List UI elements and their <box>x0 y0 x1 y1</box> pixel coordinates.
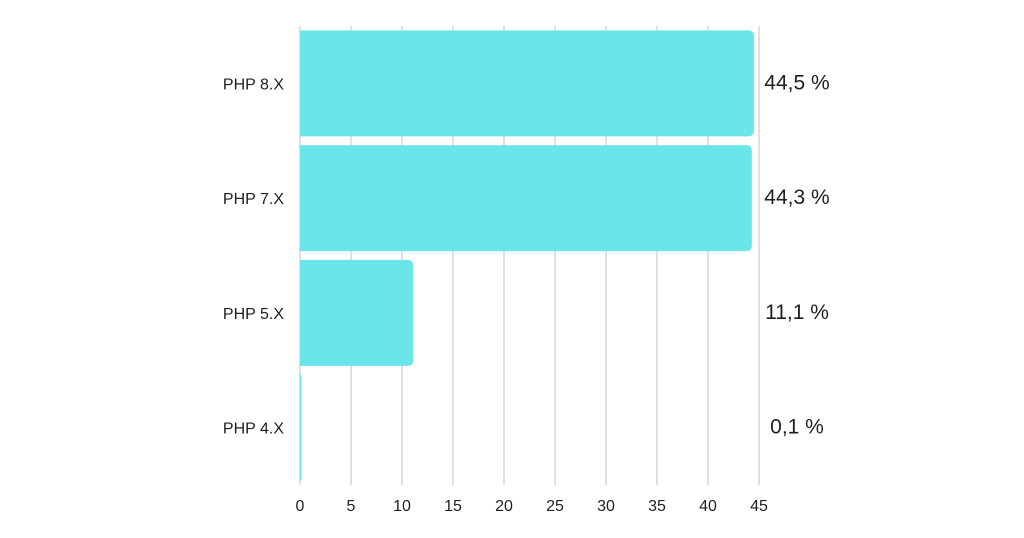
category-label-php-4-x: PHP 4.X <box>223 421 284 438</box>
x-tick-label-15: 15 <box>444 498 462 515</box>
category-labels: PHP 8.X PHP 7.X PHP 5.X PHP 4.X <box>223 76 284 437</box>
x-tick-label-25: 25 <box>546 498 564 515</box>
bar-php-7-x <box>300 145 752 252</box>
bar-php-4-x <box>300 374 302 481</box>
bar-php-5-x <box>300 259 414 366</box>
category-label-php-8-x: PHP 8.X <box>223 76 284 93</box>
value-labels: 44,5 % 44,3 % 11,1 % 0,1 % <box>764 71 829 438</box>
x-axis-tick-labels: 0 5 10 15 20 25 30 35 40 45 <box>296 498 768 515</box>
x-tick-label-5: 5 <box>347 498 356 515</box>
x-tick-label-35: 35 <box>648 498 666 515</box>
x-tick-label-30: 30 <box>597 498 615 515</box>
x-tick-label-45: 45 <box>750 498 768 515</box>
bars <box>300 30 754 481</box>
x-tick-label-10: 10 <box>393 498 411 515</box>
value-label-php-8-x: 44,5 % <box>764 71 829 94</box>
category-label-php-7-x: PHP 7.X <box>223 191 284 208</box>
value-label-php-7-x: 44,3 % <box>764 186 829 209</box>
x-tick-label-40: 40 <box>699 498 717 515</box>
x-tick-label-0: 0 <box>296 498 305 515</box>
value-label-php-5-x: 11,1 % <box>765 301 829 324</box>
value-label-php-4-x: 0,1 % <box>770 416 824 439</box>
bar-php-8-x <box>300 30 754 137</box>
x-tick-label-20: 20 <box>495 498 513 515</box>
category-label-php-5-x: PHP 5.X <box>223 306 284 323</box>
